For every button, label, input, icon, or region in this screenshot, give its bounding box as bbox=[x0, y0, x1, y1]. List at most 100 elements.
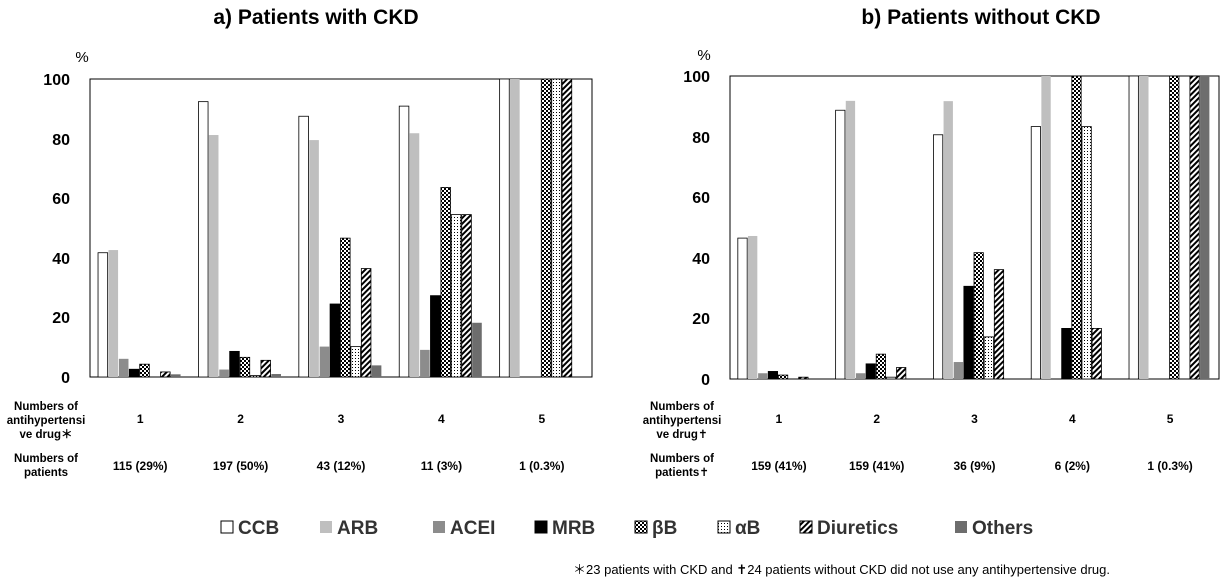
legend-swatch-b bbox=[634, 520, 648, 534]
bar-a-b-5 bbox=[551, 78, 562, 378]
bar-a-ccb-2 bbox=[198, 101, 209, 378]
chart-a-row2-label: Numbers of patients bbox=[14, 453, 78, 479]
bar-b-ccb-3 bbox=[933, 134, 944, 380]
bar-a-others-3 bbox=[371, 365, 382, 377]
bar-b-b-3 bbox=[983, 336, 994, 380]
bar-b-b-4 bbox=[1081, 126, 1092, 380]
bar-a-others-1 bbox=[170, 374, 181, 377]
legend-label: βB bbox=[652, 518, 677, 539]
chart-a-y-tick: 20 bbox=[52, 310, 70, 327]
bar-b-diuretics-3 bbox=[993, 269, 1005, 380]
patient-count: 159 (41%) bbox=[751, 459, 806, 473]
chart-a-y-tick: 80 bbox=[52, 132, 70, 149]
bar-a-b-3 bbox=[350, 346, 361, 378]
row1-label-line: Numbers of bbox=[14, 401, 78, 413]
bar-b-acei-3 bbox=[953, 362, 964, 379]
legend-swatch-arb bbox=[320, 521, 332, 533]
patient-count: 159 (41%) bbox=[849, 459, 904, 473]
bar-a-others-2 bbox=[271, 374, 281, 377]
chart-b-y-tick: 40 bbox=[692, 251, 710, 268]
bar-b-arb-5 bbox=[1139, 76, 1149, 379]
legend-label: αB bbox=[735, 518, 760, 539]
chart-b-y-tick: 20 bbox=[692, 311, 710, 328]
chart-b-title: b) Patients without CKD bbox=[861, 6, 1100, 29]
bar-b-mrb-3 bbox=[963, 285, 974, 380]
legend-swatch-diuretics bbox=[799, 520, 813, 534]
category-label: 1 bbox=[776, 412, 783, 426]
chart-b-category-labels: 1 2 3 4 5 bbox=[776, 412, 1174, 426]
bar-a-diuretics-3 bbox=[360, 268, 372, 378]
bar-a-acei-2 bbox=[219, 369, 229, 377]
patient-count: 197 (50%) bbox=[213, 459, 268, 473]
legend-label: ARB bbox=[337, 518, 378, 539]
bar-a-b-4 bbox=[440, 187, 451, 378]
chart-a-category-labels: 1 2 3 4 5 bbox=[137, 412, 546, 426]
row1-label-line: Numbers of bbox=[650, 401, 714, 413]
chart-a: a) Patients with CKD % 0 20 40 60 80 100… bbox=[7, 6, 593, 479]
bar-b-mrb-2 bbox=[865, 363, 876, 380]
patient-count: 1 (0.3%) bbox=[519, 459, 564, 473]
bar-b-b-3 bbox=[973, 252, 984, 380]
category-label: 4 bbox=[1069, 412, 1076, 426]
chart-a-y-tick: 40 bbox=[52, 251, 70, 268]
bar-b-arb-3 bbox=[943, 101, 953, 380]
bar-b-arb-4 bbox=[1041, 76, 1051, 379]
bar-a-mrb-4 bbox=[430, 295, 441, 378]
chart-b-y-unit: % bbox=[697, 47, 710, 64]
category-label: 3 bbox=[971, 412, 978, 426]
bar-a-acei-1 bbox=[118, 358, 129, 377]
row2-label-line: Numbers of bbox=[650, 453, 714, 465]
legend-label: CCB bbox=[238, 518, 279, 539]
legend-label: Diuretics bbox=[817, 518, 898, 539]
bar-a-ccb-4 bbox=[398, 105, 410, 378]
bar-b-diuretics-1 bbox=[798, 376, 809, 380]
bar-a-acei-4 bbox=[420, 349, 430, 377]
row2-label-line: patients✝ bbox=[655, 467, 709, 479]
chart-a-y-tick: 100 bbox=[43, 72, 70, 89]
bar-a-b-5 bbox=[540, 78, 552, 378]
legend-swatch-mrb bbox=[534, 520, 548, 534]
legend-label: MRB bbox=[552, 518, 595, 539]
bar-b-mrb-4 bbox=[1061, 327, 1072, 380]
bar-a-acei-3 bbox=[319, 346, 330, 377]
bar-a-b-4 bbox=[450, 214, 462, 378]
chart-a-y-ticks: 0 20 40 60 80 100 bbox=[43, 72, 70, 387]
bar-b-mrb-1 bbox=[767, 371, 779, 380]
bar-a-diuretics-2 bbox=[260, 359, 271, 378]
bar-a-ccb-5 bbox=[499, 78, 510, 378]
bar-a-diuretics-1 bbox=[160, 371, 171, 378]
bar-b-b-2 bbox=[875, 353, 886, 380]
legend-swatch-ccb bbox=[220, 520, 234, 534]
bar-b-acei-1 bbox=[758, 373, 768, 379]
bar-b-arb-1 bbox=[747, 235, 758, 379]
bar-a-mrb-3 bbox=[329, 303, 341, 378]
bar-b-diuretics-2 bbox=[896, 367, 907, 380]
bar-a-arb-5 bbox=[510, 79, 520, 377]
bar-b-b-4 bbox=[1071, 75, 1082, 380]
bar-b-ccb-5 bbox=[1128, 75, 1139, 380]
legend-label: Others bbox=[972, 518, 1033, 539]
row2-label-line: patients bbox=[24, 467, 68, 479]
bar-a-mrb-1 bbox=[128, 368, 140, 378]
bar-b-arb-2 bbox=[845, 100, 856, 379]
bar-a-b-3 bbox=[340, 237, 351, 378]
bar-b-ccb-1 bbox=[737, 237, 748, 380]
bar-b-b-5 bbox=[1169, 75, 1180, 380]
chart-b-row1-label: Numbers of antihypertensi ve drug✝ bbox=[643, 401, 722, 441]
category-label: 1 bbox=[137, 412, 144, 426]
bar-b-ccb-4 bbox=[1030, 126, 1041, 380]
bar-a-diuretics-5 bbox=[561, 78, 573, 378]
row1-label-line: antihypertensi bbox=[643, 415, 722, 427]
bar-b-b-1 bbox=[778, 374, 789, 380]
bar-a-mrb-2 bbox=[229, 350, 240, 378]
chart-b-y-tick: 100 bbox=[683, 69, 710, 86]
bar-a-arb-3 bbox=[309, 140, 319, 377]
bar-a-arb-2 bbox=[208, 135, 219, 377]
bar-b-others-5 bbox=[1200, 76, 1210, 379]
legend-swatch-others bbox=[955, 521, 967, 533]
bar-a-arb-4 bbox=[409, 133, 420, 377]
bar-b-diuretics-5 bbox=[1189, 75, 1200, 380]
row1-label-line: ve drug✝ bbox=[656, 429, 707, 441]
legend: CCB ARB ACEI MRB βB αB Diuretics Others bbox=[220, 518, 1033, 539]
